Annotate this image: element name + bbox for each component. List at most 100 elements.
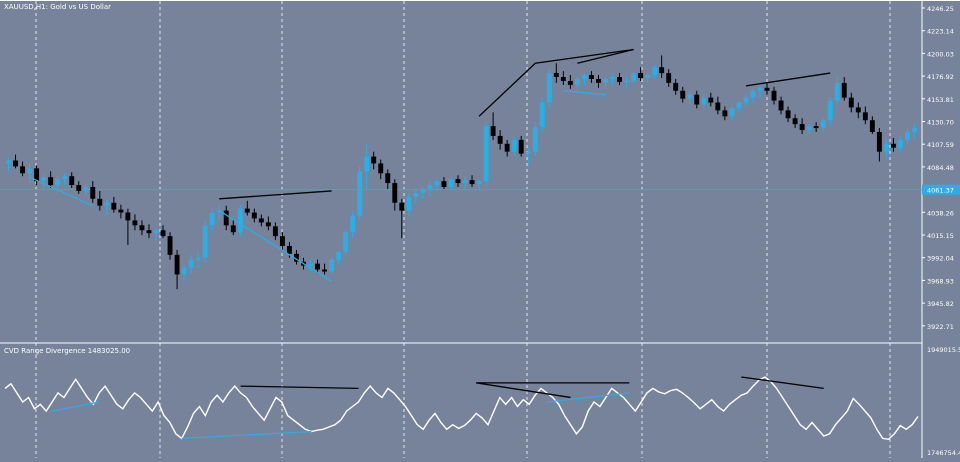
candle-body[interactable]: [553, 73, 559, 78]
candle-body[interactable]: [736, 102, 742, 109]
candle-body[interactable]: [525, 151, 531, 154]
candle-body[interactable]: [181, 267, 187, 275]
candle-body[interactable]: [385, 173, 391, 184]
candle-body[interactable]: [293, 253, 299, 262]
candle-body[interactable]: [595, 78, 601, 83]
candle-body[interactable]: [560, 77, 566, 81]
candle-body[interactable]: [574, 78, 580, 85]
candle-body[interactable]: [490, 126, 496, 136]
candle-body[interactable]: [406, 196, 412, 211]
candle-body[interactable]: [708, 97, 714, 103]
candle-body[interactable]: [104, 202, 110, 206]
divergence-line[interactable]: [563, 90, 606, 96]
candle-body[interactable]: [890, 143, 896, 148]
divergence-line[interactable]: [546, 392, 630, 403]
candle-body[interactable]: [286, 245, 292, 254]
candle-body[interactable]: [652, 67, 658, 76]
candle-body[interactable]: [420, 188, 426, 193]
candle-body[interactable]: [167, 236, 173, 255]
candle-body[interactable]: [343, 232, 349, 252]
divergence-line[interactable]: [745, 72, 831, 87]
candle-body[interactable]: [146, 230, 152, 234]
candle-body[interactable]: [322, 269, 328, 272]
candle-body[interactable]: [195, 257, 201, 260]
candle-body[interactable]: [659, 67, 665, 74]
candle-body[interactable]: [912, 128, 917, 133]
candle-body[interactable]: [258, 218, 264, 223]
divergence-line[interactable]: [218, 210, 332, 282]
divergence-line[interactable]: [240, 385, 359, 390]
candle-body[interactable]: [90, 187, 96, 199]
candle-body[interactable]: [757, 87, 763, 91]
candle-body[interactable]: [504, 143, 510, 152]
divergence-line[interactable]: [29, 176, 94, 207]
candle-body[interactable]: [174, 254, 180, 275]
candle-body[interactable]: [764, 87, 770, 91]
candle-body[interactable]: [673, 82, 679, 91]
candle-body[interactable]: [272, 226, 278, 237]
candle-body[interactable]: [511, 139, 517, 152]
candle-body[interactable]: [413, 192, 419, 197]
candle-body[interactable]: [279, 236, 285, 246]
candle-body[interactable]: [97, 198, 103, 206]
divergence-line[interactable]: [51, 401, 100, 412]
divergence-line[interactable]: [478, 62, 536, 117]
candle-body[interactable]: [216, 210, 222, 213]
candle-body[interactable]: [827, 100, 833, 121]
candle-body[interactable]: [680, 90, 686, 99]
candle-body[interactable]: [448, 179, 454, 188]
indicator-pane[interactable]: [4, 376, 919, 441]
candle-body[interactable]: [799, 124, 805, 131]
candle-body[interactable]: [546, 73, 552, 103]
candle-body[interactable]: [750, 90, 756, 98]
candle-body[interactable]: [539, 102, 545, 128]
candle-body[interactable]: [125, 212, 131, 221]
candle-body[interactable]: [841, 82, 847, 98]
candle-body[interactable]: [209, 212, 215, 226]
candle-body[interactable]: [48, 177, 54, 186]
candle-body[interactable]: [364, 156, 370, 172]
candle-body[interactable]: [399, 202, 405, 211]
candle-body[interactable]: [69, 176, 75, 186]
candle-body[interactable]: [617, 77, 622, 82]
candle-body[interactable]: [483, 126, 489, 182]
candle-body[interactable]: [897, 139, 903, 148]
cvd-line[interactable]: [4, 376, 919, 441]
candle-body[interactable]: [462, 180, 468, 184]
candle-body[interactable]: [876, 132, 882, 152]
candle-body[interactable]: [41, 177, 47, 182]
candle-body[interactable]: [645, 75, 651, 78]
candle-body[interactable]: [862, 112, 868, 121]
candle-body[interactable]: [441, 181, 447, 188]
candle-body[interactable]: [883, 143, 889, 152]
price-pane[interactable]: [0, 48, 922, 290]
candle-body[interactable]: [469, 180, 475, 185]
candle-body[interactable]: [588, 75, 594, 79]
candle-body[interactable]: [792, 118, 798, 125]
candle-body[interactable]: [371, 156, 377, 164]
candle-body[interactable]: [518, 139, 524, 154]
candle-body[interactable]: [350, 215, 356, 233]
divergence-line[interactable]: [181, 430, 312, 440]
candle-body[interactable]: [336, 251, 342, 260]
candle-body[interactable]: [743, 97, 749, 103]
candle-body[interactable]: [666, 73, 672, 83]
candle-body[interactable]: [631, 73, 637, 81]
divergence-line[interactable]: [741, 376, 824, 390]
candle-body[interactable]: [848, 97, 854, 108]
candle-body[interactable]: [532, 127, 538, 152]
candle-body[interactable]: [265, 222, 271, 227]
candle-body[interactable]: [771, 90, 777, 101]
candle-body[interactable]: [20, 166, 26, 174]
divergence-line[interactable]: [535, 48, 634, 64]
candle-body[interactable]: [223, 210, 229, 226]
candle-body[interactable]: [139, 225, 145, 231]
candle-body[interactable]: [778, 100, 784, 111]
candle-body[interactable]: [834, 82, 840, 101]
candle-body[interactable]: [118, 209, 124, 213]
candle-body[interactable]: [27, 168, 33, 174]
candle-body[interactable]: [722, 110, 728, 117]
candle-body[interactable]: [497, 135, 503, 144]
candle-body[interactable]: [315, 263, 320, 270]
